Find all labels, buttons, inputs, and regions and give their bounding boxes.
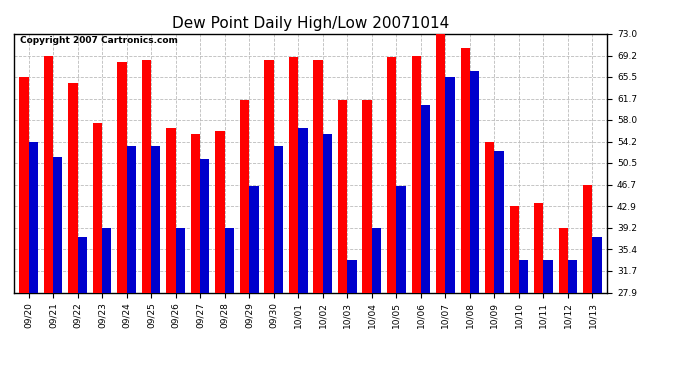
Bar xyxy=(460,48,470,292)
Bar xyxy=(485,142,495,292)
Bar xyxy=(544,260,553,292)
Bar xyxy=(151,146,161,292)
Bar xyxy=(387,57,396,292)
Text: Copyright 2007 Cartronics.com: Copyright 2007 Cartronics.com xyxy=(20,36,177,45)
Bar xyxy=(53,157,62,292)
Bar xyxy=(225,228,234,292)
Bar xyxy=(323,134,332,292)
Bar xyxy=(436,34,445,292)
Bar xyxy=(117,62,126,292)
Bar xyxy=(583,184,593,292)
Bar xyxy=(274,146,283,292)
Bar xyxy=(313,60,323,292)
Bar xyxy=(92,123,102,292)
Bar xyxy=(126,146,136,292)
Bar xyxy=(534,203,544,292)
Bar xyxy=(166,128,176,292)
Bar xyxy=(43,56,53,292)
Bar xyxy=(68,82,77,292)
Bar xyxy=(519,260,529,292)
Bar xyxy=(510,206,519,292)
Bar xyxy=(240,100,249,292)
Bar xyxy=(264,60,274,292)
Bar xyxy=(28,142,38,292)
Bar xyxy=(19,77,28,292)
Bar xyxy=(191,134,200,292)
Bar xyxy=(495,152,504,292)
Title: Dew Point Daily High/Low 20071014: Dew Point Daily High/Low 20071014 xyxy=(172,16,449,31)
Bar xyxy=(298,128,308,292)
Bar xyxy=(593,237,602,292)
Bar xyxy=(200,159,210,292)
Bar xyxy=(372,228,381,292)
Bar xyxy=(421,105,430,292)
Bar xyxy=(396,186,406,292)
Bar xyxy=(347,260,357,292)
Bar xyxy=(445,77,455,292)
Bar xyxy=(568,260,578,292)
Bar xyxy=(215,131,225,292)
Bar xyxy=(77,237,87,292)
Bar xyxy=(362,100,372,292)
Bar xyxy=(470,71,479,292)
Bar xyxy=(289,57,298,292)
Bar xyxy=(176,228,185,292)
Bar xyxy=(411,56,421,292)
Bar xyxy=(249,186,259,292)
Bar xyxy=(338,100,347,292)
Bar xyxy=(559,228,568,292)
Bar xyxy=(102,228,111,292)
Bar xyxy=(142,60,151,292)
